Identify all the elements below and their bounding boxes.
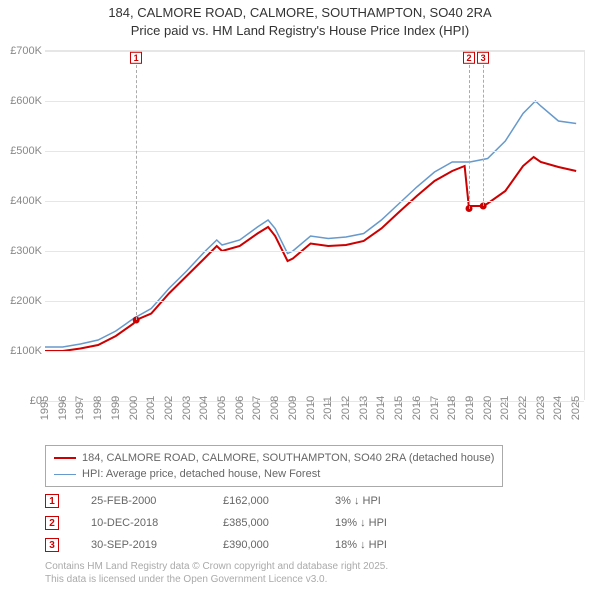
x-tick-label: 2006 [234,396,246,420]
x-tick-label: 1999 [110,396,122,420]
footer-line-2: This data is licensed under the Open Gov… [45,573,388,586]
y-tick-label: £500K [10,145,42,157]
gridline-h [45,201,584,202]
x-tick-label: 2025 [570,396,582,420]
sale-marker-line [483,65,484,206]
sale-number-box: 1 [45,494,59,508]
x-tick-label: 1996 [57,396,69,420]
y-tick-label: £300K [10,245,42,257]
footer-attribution: Contains HM Land Registry data © Crown c… [45,560,388,586]
x-tick-label: 1997 [74,396,86,420]
legend-entry: HPI: Average price, detached house, New … [54,466,494,482]
x-tick-label: 2020 [482,396,494,420]
sale-date: 30-SEP-2019 [91,539,191,551]
gridline-h [45,301,584,302]
y-tick-label: £200K [10,295,42,307]
sale-delta: 19% ↓ HPI [335,517,435,529]
sale-price: £162,000 [223,495,303,507]
x-tick-label: 2021 [499,396,511,420]
sale-date: 10-DEC-2018 [91,517,191,529]
sale-price: £385,000 [223,517,303,529]
x-tick-label: 2009 [287,396,299,420]
gridline-h [45,51,584,52]
x-tick-label: 2016 [411,396,423,420]
x-tick-label: 2010 [305,396,317,420]
sale-price: £390,000 [223,539,303,551]
x-tick-label: 1995 [39,396,51,420]
sale-marker-line [136,65,137,320]
series-hpi [45,101,576,347]
sales-table: 1 25-FEB-2000 £162,000 3% ↓ HPI 2 10-DEC-2018… [45,490,435,556]
x-tick-label: 2012 [340,396,352,420]
title-line-1: 184, CALMORE ROAD, CALMORE, SOUTHAMPTON,… [0,4,600,22]
chart-title: 184, CALMORE ROAD, CALMORE, SOUTHAMPTON,… [0,0,600,39]
gridline-h [45,151,584,152]
sale-marker-number: 1 [130,52,142,64]
y-tick-label: £400K [10,195,42,207]
x-tick-label: 2001 [145,396,157,420]
gridline-h [45,101,584,102]
legend-label: HPI: Average price, detached house, New … [82,468,320,480]
x-tick-label: 2000 [128,396,140,420]
sale-marker-number: 2 [463,52,475,64]
x-tick-label: 2007 [251,396,263,420]
sale-number-box: 2 [45,516,59,530]
gridline-h [45,251,584,252]
sale-delta: 3% ↓ HPI [335,495,435,507]
sale-date: 25-FEB-2000 [91,495,191,507]
legend-label: 184, CALMORE ROAD, CALMORE, SOUTHAMPTON,… [82,452,494,464]
legend-swatch [54,474,76,475]
plot-area: £0£100K£200K£300K£400K£500K£600K£700K123 [45,50,585,400]
line-chart-svg [45,51,585,401]
series-price_paid [45,157,576,351]
x-tick-label: 2003 [181,396,193,420]
x-tick-label: 2017 [429,396,441,420]
footer-line-1: Contains HM Land Registry data © Crown c… [45,560,388,573]
y-tick-label: £600K [10,95,42,107]
x-tick-label: 2004 [198,396,210,420]
x-tick-label: 2019 [464,396,476,420]
sale-row: 1 25-FEB-2000 £162,000 3% ↓ HPI [45,490,435,512]
x-tick-label: 2011 [322,396,334,420]
x-tick-label: 1998 [92,396,104,420]
sale-row: 2 10-DEC-2018 £385,000 19% ↓ HPI [45,512,435,534]
x-tick-label: 2022 [517,396,529,420]
legend-box: 184, CALMORE ROAD, CALMORE, SOUTHAMPTON,… [45,445,503,487]
sale-row: 3 30-SEP-2019 £390,000 18% ↓ HPI [45,534,435,556]
legend-swatch [54,457,76,459]
x-tick-label: 2002 [163,396,175,420]
y-tick-label: £100K [10,345,42,357]
gridline-h [45,351,584,352]
x-tick-label: 2024 [552,396,564,420]
sale-number-box: 3 [45,538,59,552]
sale-marker-number: 3 [477,52,489,64]
x-tick-label: 2015 [393,396,405,420]
sale-delta: 18% ↓ HPI [335,539,435,551]
chart-container: { "title_line1": "184, CALMORE ROAD, CAL… [0,0,600,590]
x-tick-label: 2013 [358,396,370,420]
y-tick-label: £700K [10,45,42,57]
x-tick-label: 2008 [269,396,281,420]
x-axis-labels: 1995199619971998199920002001200220032004… [45,400,585,450]
legend-entry: 184, CALMORE ROAD, CALMORE, SOUTHAMPTON,… [54,450,494,466]
x-tick-label: 2014 [375,396,387,420]
title-line-2: Price paid vs. HM Land Registry's House … [0,22,600,40]
x-tick-label: 2023 [535,396,547,420]
x-tick-label: 2018 [446,396,458,420]
sale-marker-line [469,65,470,209]
x-tick-label: 2005 [216,396,228,420]
